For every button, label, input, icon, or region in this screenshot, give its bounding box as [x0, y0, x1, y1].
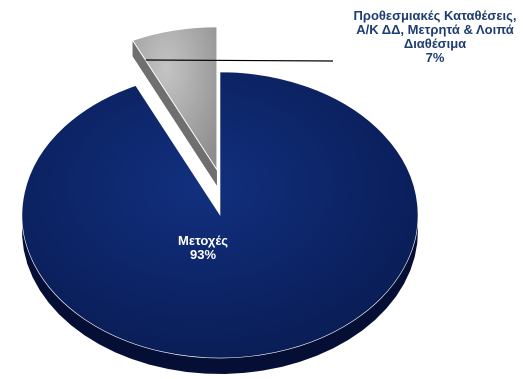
pie-slice-wall	[132, 40, 217, 186]
label-equities: Μετοχές 93%	[178, 233, 228, 262]
percent-label: 93%	[190, 247, 216, 262]
pie-slices	[21, 26, 419, 359]
pie-slice-equities	[21, 71, 419, 359]
category-label: Α/Κ ΔΔ, Μετρητά & Λοιπά	[356, 22, 514, 37]
category-label: Προθεσμιακές Καταθέσεις,	[354, 8, 517, 23]
category-label: Μετοχές	[178, 233, 228, 248]
label-deposits: Προθεσμιακές Καταθέσεις, Α/Κ ΔΔ, Μετρητά …	[354, 8, 517, 65]
percent-label: 7%	[426, 50, 445, 65]
leader-line	[145, 59, 334, 62]
category-label: Διαθέσιμα	[404, 36, 466, 51]
pie-labels: Μετοχές 93% Προθεσμιακές Καταθέσεις, Α/Κ ΔΔ…	[145, 8, 517, 262]
pie-slice-deposits	[131, 26, 218, 172]
